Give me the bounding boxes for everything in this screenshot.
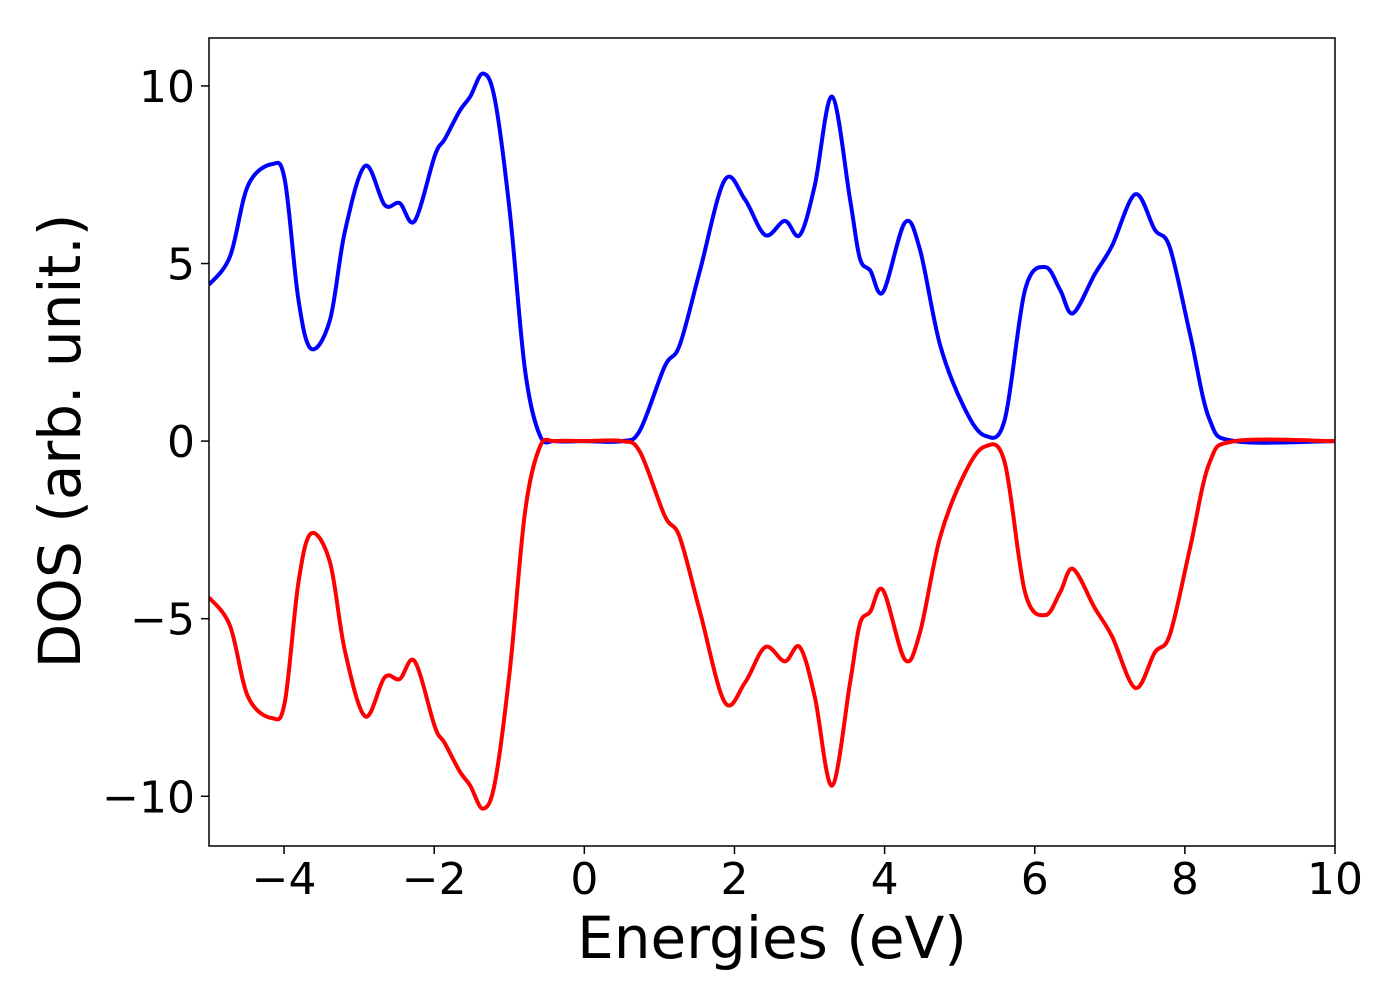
x-tick-label: 8 [1171,854,1199,905]
x-tick-label: 0 [570,854,598,905]
x-tick-label: −2 [402,854,467,905]
y-axis-label: DOS (arb. unit.) [26,214,94,669]
plot-frame [208,37,1336,847]
y-tick-label: −5 [130,595,195,646]
series-line [209,71,1335,445]
series-line [209,437,1335,811]
x-tick-label: 4 [871,854,899,905]
x-tick-label: −4 [252,854,317,905]
x-tick-label: 6 [1021,854,1049,905]
y-tick-label: −10 [102,772,195,823]
x-axis-label: Energies (eV) [577,904,967,972]
y-tick-label: 5 [167,240,195,291]
y-tick-label: 10 [139,62,195,113]
x-tick-label: 10 [1307,854,1363,905]
y-tick-label: 0 [167,417,195,468]
x-tick-label: 2 [720,854,748,905]
